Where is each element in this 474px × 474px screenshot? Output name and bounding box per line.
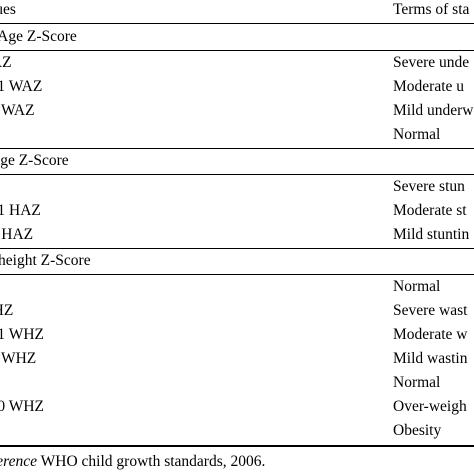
row-term: Severe stun: [393, 178, 465, 195]
row-value: WHZ: [0, 302, 14, 319]
section-rule: [0, 148, 474, 149]
row-term: Over-weigh: [393, 398, 467, 415]
row-term: Normal: [393, 278, 441, 295]
section-title: r Age Z-Score: [0, 28, 77, 45]
header-terms: Terms of sta: [393, 1, 470, 18]
row-term: Mild stuntin: [393, 226, 470, 243]
table-bottom-rule: [0, 445, 474, 447]
row-term: Normal: [393, 374, 441, 391]
row-term: Normal: [393, 126, 441, 143]
row-value: 2.01 WAZ: [0, 78, 43, 95]
section-rule: [0, 248, 474, 249]
row-value: 2.01 HAZ: [0, 202, 41, 219]
row-term: Moderate w: [393, 326, 468, 343]
row-value: .01 WHZ: [0, 350, 37, 367]
header-values: lues: [0, 1, 16, 18]
footnote-text: WHO child growth standards, 2006.: [37, 453, 266, 470]
row-term: Moderate u: [393, 78, 465, 95]
table-footnote: ference WHO child growth standards, 2006…: [0, 453, 265, 471]
section-rule: [0, 50, 474, 51]
section-rule: [0, 274, 474, 275]
row-value: 3.00 WHZ: [0, 398, 45, 415]
row-value: .01 HAZ: [0, 226, 34, 243]
row-term: Severe unde: [393, 54, 470, 71]
row-term: Moderate st: [393, 202, 467, 219]
row-value: 2.01 WHZ: [0, 326, 45, 343]
row-term: Severe wast: [393, 302, 468, 319]
row-term: Mild wastin: [393, 350, 468, 367]
row-value: .01 WAZ: [0, 102, 35, 119]
section-title: Age Z-Score: [0, 152, 69, 169]
header-rule: [0, 23, 474, 24]
row-value: WAZ: [0, 54, 12, 71]
footnote-italic: ference: [0, 453, 38, 470]
section-title: r height Z-Score: [0, 252, 91, 269]
row-term: Mild underw: [393, 102, 474, 119]
section-rule: [0, 174, 474, 175]
row-term: Obesity: [393, 422, 442, 439]
